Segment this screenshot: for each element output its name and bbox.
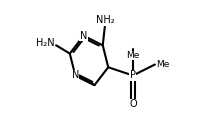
Text: N: N [72,70,79,80]
Text: P: P [130,70,136,80]
Text: Me: Me [156,60,170,69]
Text: NH₂: NH₂ [96,15,115,25]
Text: O: O [129,99,137,109]
Text: N: N [80,31,87,41]
Text: H₂N: H₂N [36,38,54,48]
Text: Me: Me [126,51,140,60]
